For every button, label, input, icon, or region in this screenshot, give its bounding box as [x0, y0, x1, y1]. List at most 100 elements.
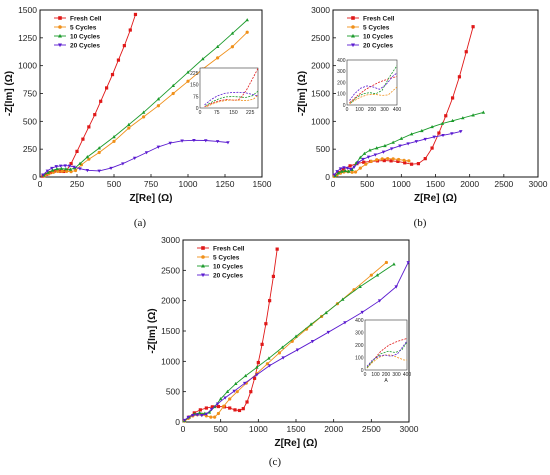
data-point [78, 161, 82, 165]
data-point [471, 25, 475, 29]
inset-x-tick: 225 [246, 110, 255, 116]
series-fit-line [334, 26, 474, 177]
x-axis-label: Z[Re] (Ω) [414, 193, 457, 204]
legend-label: 10 Cycles [213, 264, 243, 271]
inset-series-line [366, 354, 407, 369]
data-point [204, 406, 208, 410]
data-point [127, 126, 131, 130]
data-point [97, 150, 101, 155]
data-point [105, 86, 109, 90]
data-point [396, 159, 400, 164]
data-point [377, 299, 382, 303]
inset-x-tick: 200 [382, 372, 391, 378]
data-point [326, 330, 331, 335]
data-point [362, 151, 367, 155]
inset-series-line [366, 340, 407, 367]
x-tick-label: 3000 [529, 179, 548, 189]
data-point [195, 413, 200, 417]
data-point [384, 260, 388, 265]
inset-x-tick: 300 [392, 372, 401, 378]
inset-x-tick: 100 [371, 372, 380, 378]
y-tick-label: 500 [166, 387, 180, 397]
inset-curves [204, 68, 258, 108]
data-point [459, 130, 463, 134]
data-point [294, 334, 298, 338]
data-point [85, 169, 90, 173]
data-point [407, 159, 411, 163]
y-axis-label: -Z[Im] (Ω) [297, 71, 308, 116]
data-point [430, 146, 434, 150]
series-fit-line [184, 262, 409, 421]
data-point [358, 284, 362, 288]
data-point [437, 131, 441, 135]
data-point [121, 162, 125, 166]
x-tick-label: 3000 [400, 424, 419, 434]
data-point [268, 299, 272, 303]
inset-y-tick: 200 [355, 343, 364, 349]
data-point [230, 45, 234, 49]
x-tick-label: 500 [214, 424, 228, 434]
panel-caption: (c) [269, 456, 282, 468]
data-point [481, 110, 486, 114]
data-point [281, 356, 285, 360]
data-point [461, 116, 465, 120]
data-point [64, 167, 68, 171]
y-tick-label: 3000 [161, 235, 180, 245]
x-tick-label: 1000 [249, 424, 268, 434]
data-point [50, 166, 54, 171]
data-point [391, 157, 395, 161]
inset-x-tick: 300 [380, 107, 389, 113]
data-point [402, 158, 406, 162]
data-point [381, 150, 386, 154]
data-point [87, 157, 91, 161]
data-point [216, 56, 220, 60]
data-point [366, 155, 371, 159]
y-axis-label: -Z[Im] (Ω) [147, 308, 158, 353]
x-tick-label: 2000 [324, 424, 343, 434]
data-point [340, 169, 344, 173]
y-tick-label: 2500 [311, 33, 330, 43]
data-point [368, 148, 372, 152]
y-tick-label: 750 [23, 89, 37, 99]
x-tick-label: 2000 [460, 179, 479, 189]
inset-x-tick: 0 [199, 110, 202, 116]
legend: Fresh Cell 5 Cycles 10 Cycles 20 Cycles [197, 246, 245, 280]
data-point [45, 169, 50, 173]
legend-marker [351, 43, 355, 48]
data-point [275, 247, 279, 251]
data-point [362, 160, 366, 164]
inset-y-tick: 0 [361, 368, 364, 374]
data-point [216, 404, 221, 409]
data-point [310, 340, 315, 344]
data-point [450, 132, 454, 136]
legend-marker [201, 263, 205, 268]
data-point [65, 169, 69, 174]
data-point [109, 166, 113, 171]
data-point [423, 157, 427, 161]
data-point [209, 407, 214, 412]
data-point [226, 141, 230, 145]
panel-caption: (b) [414, 217, 427, 229]
data-point [235, 390, 239, 394]
inset-curves [366, 338, 407, 369]
x-tick-label: 1000 [179, 179, 198, 189]
data-point [336, 171, 341, 175]
data-point [191, 414, 195, 418]
data-point [352, 165, 356, 169]
data-point [144, 151, 149, 155]
data-point [223, 396, 227, 400]
y-tick-label: 1500 [161, 326, 180, 336]
data-point [133, 12, 138, 17]
data-point [210, 405, 214, 409]
inset-series-line [350, 65, 397, 104]
x-tick-label: 1500 [253, 179, 272, 189]
data-point [232, 389, 236, 393]
inset-frame [199, 67, 259, 109]
legend-label: 20 Cycles [70, 43, 100, 50]
data-point [271, 274, 275, 278]
data-point [112, 139, 116, 143]
data-point [168, 141, 172, 145]
legend-marker [58, 25, 62, 29]
y-tick-label: 2000 [311, 61, 330, 71]
inset-y-tick: 300 [355, 330, 364, 336]
